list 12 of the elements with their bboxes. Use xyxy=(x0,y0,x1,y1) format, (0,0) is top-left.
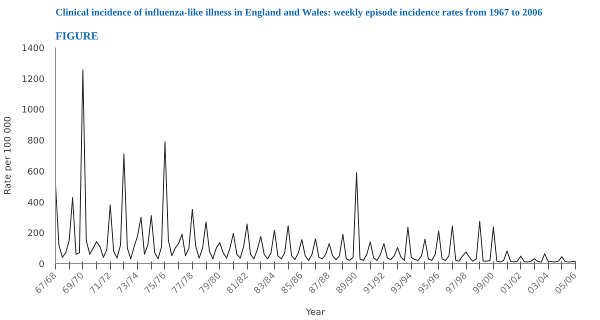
y-tick-label: 800 xyxy=(27,136,45,147)
y-tick-label: 1400 xyxy=(22,44,45,54)
y-tick-label: 1000 xyxy=(22,106,45,116)
y-tick-label: 0 xyxy=(38,260,45,270)
y-axis-title: Rate per 100 000 xyxy=(4,116,14,195)
chart-title: Clinical incidence of influenza-like illness in England and Wales: weekly episode incidence rates from 1967 to 2006 xyxy=(56,8,542,18)
y-tick-label: 200 xyxy=(27,229,45,240)
y-tick-label: 600 xyxy=(27,167,45,178)
x-axis-title: Year xyxy=(304,308,326,318)
y-tick-label: 1200 xyxy=(22,74,45,85)
y-tick-label: 400 xyxy=(27,198,45,208)
text: FIGURE xyxy=(56,30,98,42)
